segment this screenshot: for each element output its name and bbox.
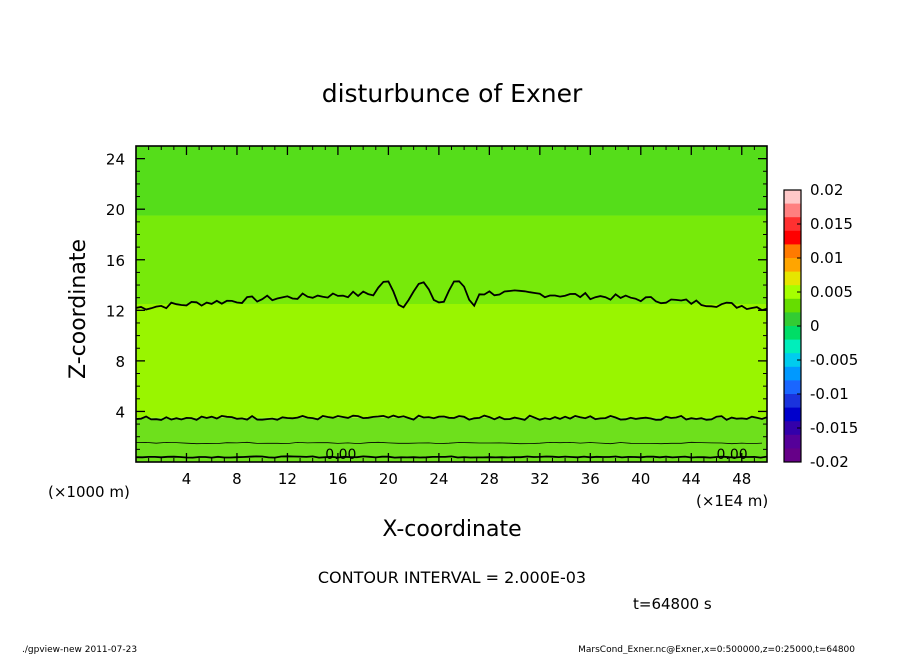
y-tick-label: 20 bbox=[106, 201, 125, 219]
contour-band bbox=[136, 146, 767, 216]
colorbar-label: 0.005 bbox=[810, 283, 853, 301]
x-tick-label: 48 bbox=[732, 470, 751, 488]
x-tick-label: 32 bbox=[530, 470, 549, 488]
y-tick-label: 12 bbox=[106, 302, 125, 320]
y-axis-label: Z-coordinate bbox=[66, 239, 91, 379]
y-axis-unit: (×1000 m) bbox=[48, 483, 130, 501]
footer-right-note: MarsCond_Exner.nc@Exner,x=0:500000,z=0:2… bbox=[578, 645, 855, 654]
x-tick-label: 4 bbox=[182, 470, 192, 488]
colorbar-segment bbox=[784, 285, 801, 300]
colorbar-segment bbox=[784, 326, 801, 341]
colorbar-segment bbox=[784, 421, 801, 436]
colorbar-segment bbox=[784, 434, 801, 449]
colorbar-segment bbox=[784, 230, 801, 245]
x-tick-label: 16 bbox=[328, 470, 347, 488]
colorbar-label: 0.015 bbox=[810, 215, 853, 233]
x-axis-label: X-coordinate bbox=[382, 517, 521, 542]
chart-title: disturbunce of Exner bbox=[322, 79, 583, 108]
colorbar-segment bbox=[784, 366, 801, 381]
contour-line bbox=[135, 441, 763, 445]
contour-label: 0.00 bbox=[717, 447, 748, 463]
contour-interval-note: CONTOUR INTERVAL = 2.000E-03 bbox=[318, 568, 586, 587]
colorbar-label: 0.01 bbox=[810, 249, 843, 267]
colorbar-segment bbox=[784, 394, 801, 409]
colorbar-segment bbox=[784, 312, 801, 327]
contour-line bbox=[135, 414, 768, 421]
contour-label: 0.00 bbox=[325, 447, 356, 463]
colorbar-segment bbox=[784, 217, 801, 232]
colorbar-segment bbox=[784, 380, 801, 395]
colorbar-segment bbox=[784, 203, 801, 218]
x-axis-unit: (×1E4 m) bbox=[696, 492, 768, 510]
colorbar-segment bbox=[784, 244, 801, 259]
x-tick-label: 36 bbox=[581, 470, 600, 488]
contour-band bbox=[136, 304, 767, 418]
x-tick-label: 8 bbox=[232, 470, 242, 488]
y-tick-label: 16 bbox=[106, 252, 125, 270]
colorbar-segment bbox=[784, 353, 801, 368]
y-tick-label: 24 bbox=[106, 151, 125, 169]
time-label: t=64800 s bbox=[633, 595, 712, 613]
colorbar-segment bbox=[784, 271, 801, 286]
colorbar-segment bbox=[784, 339, 801, 354]
contour-band bbox=[136, 417, 767, 462]
contour-band bbox=[136, 215, 767, 304]
colorbar-label: -0.005 bbox=[810, 351, 858, 369]
x-tick-label: 24 bbox=[429, 470, 448, 488]
x-tick-label: 44 bbox=[682, 470, 701, 488]
y-tick-label: 4 bbox=[115, 403, 125, 421]
colorbar-segment bbox=[784, 407, 801, 422]
colorbar-segment bbox=[784, 298, 801, 313]
x-tick-label: 12 bbox=[278, 470, 297, 488]
contour-line bbox=[135, 455, 768, 459]
colorbar-label: -0.015 bbox=[810, 419, 858, 437]
colorbar-label: -0.02 bbox=[810, 453, 849, 471]
contour-line bbox=[135, 280, 768, 312]
colorbar-segment bbox=[784, 448, 801, 463]
x-tick-label: 28 bbox=[480, 470, 499, 488]
x-tick-label: 20 bbox=[379, 470, 398, 488]
y-tick-label: 8 bbox=[115, 353, 125, 371]
colorbar: 0.02 0.015 0.01 0.005 0 -0.005 -0.01 -0.015 -0.0… bbox=[783, 181, 858, 471]
colorbar-label: -0.01 bbox=[810, 385, 849, 403]
colorbar-segment bbox=[784, 190, 801, 205]
colorbar-label: 0 bbox=[810, 317, 820, 335]
colorbar-segment bbox=[784, 258, 801, 273]
colorbar-label: 0.02 bbox=[810, 181, 843, 199]
x-tick-label: 40 bbox=[631, 470, 650, 488]
footer-left-note: ./gpview-new 2011-07-23 bbox=[22, 645, 137, 654]
